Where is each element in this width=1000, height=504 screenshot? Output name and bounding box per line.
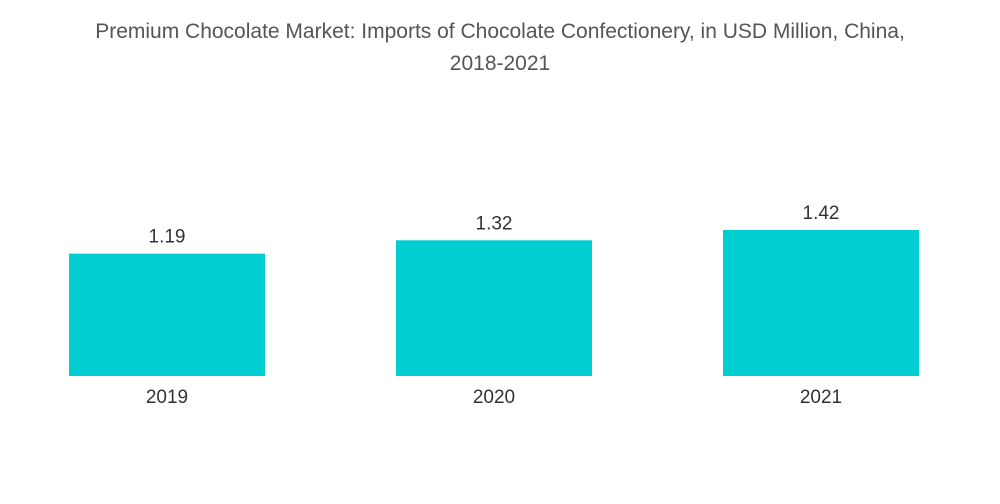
x-tick-label-2021: 2021 xyxy=(800,387,842,408)
x-tick-label-2019: 2019 xyxy=(146,387,188,408)
bar-2021 xyxy=(723,230,919,376)
bar-2019 xyxy=(69,253,265,376)
data-label-2019: 1.19 xyxy=(149,227,186,248)
x-tick-label-2020: 2020 xyxy=(473,387,515,408)
chart-title: Premium Chocolate Market: Imports of Cho… xyxy=(95,20,905,43)
data-label-2020: 1.32 xyxy=(476,213,513,234)
bar-2020 xyxy=(396,240,592,376)
chart-title-block: Premium Chocolate Market: Imports of Cho… xyxy=(0,16,1000,80)
chart-subtitle: 2018-2021 xyxy=(449,52,551,75)
data-label-2021: 1.42 xyxy=(803,203,840,224)
